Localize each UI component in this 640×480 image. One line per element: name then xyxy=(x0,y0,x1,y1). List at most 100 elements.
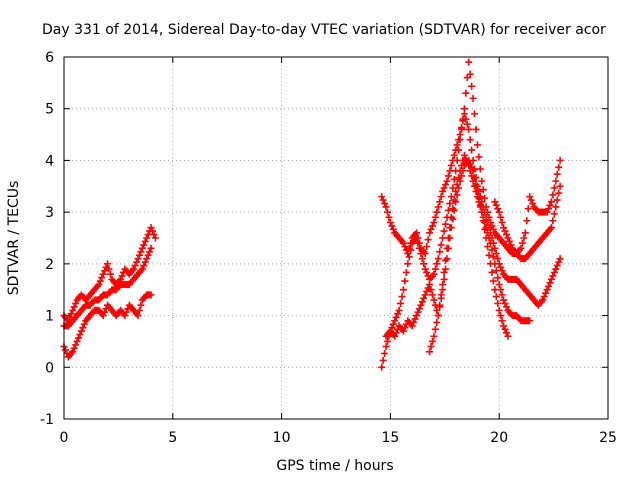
data-point xyxy=(415,244,423,252)
data-point xyxy=(394,310,402,318)
data-point xyxy=(547,224,555,232)
data-point xyxy=(433,318,441,326)
data-point xyxy=(397,300,405,308)
data-point xyxy=(399,239,407,247)
data-point xyxy=(555,258,563,266)
data-point xyxy=(75,334,83,342)
data-point xyxy=(73,337,81,345)
data-point xyxy=(96,277,104,285)
data-point xyxy=(472,125,480,133)
data-point xyxy=(523,217,531,225)
data-point xyxy=(492,201,500,209)
data-point xyxy=(140,241,148,249)
data-point xyxy=(122,308,130,316)
data-point xyxy=(427,343,435,351)
data-point xyxy=(502,329,510,337)
data-point xyxy=(465,125,473,133)
data-point xyxy=(401,324,409,332)
data-point xyxy=(556,255,564,263)
data-point xyxy=(410,318,418,326)
data-point xyxy=(99,270,107,278)
data-point xyxy=(383,208,391,216)
data-point xyxy=(69,348,77,356)
data-point xyxy=(423,268,431,276)
data-point xyxy=(455,184,463,192)
data-point xyxy=(543,208,551,216)
data-point xyxy=(547,275,555,283)
data-point xyxy=(138,265,146,273)
data-point xyxy=(550,268,558,276)
data-point xyxy=(147,244,155,252)
data-point xyxy=(494,255,502,263)
data-point xyxy=(450,206,458,214)
data-point xyxy=(437,193,445,201)
data-point xyxy=(99,312,107,320)
data-point xyxy=(428,337,436,345)
data-point xyxy=(379,196,387,204)
data-point xyxy=(553,262,561,270)
data-point xyxy=(104,260,112,268)
data-point xyxy=(469,167,477,175)
data-point xyxy=(440,227,448,235)
data-point xyxy=(402,268,410,276)
data-point xyxy=(479,186,487,194)
data-point xyxy=(418,255,426,263)
data-point xyxy=(505,237,513,245)
data-point xyxy=(473,187,481,195)
data-point xyxy=(460,151,468,159)
data-point xyxy=(552,265,560,273)
data-point xyxy=(473,141,481,149)
data-point xyxy=(389,320,397,328)
data-point xyxy=(498,317,506,325)
axis-ticks: 0 5 10 15 20 25 -1 0 1 2 3 4 5 6 xyxy=(40,50,617,446)
data-point xyxy=(440,184,448,192)
y-tick-label: 5 xyxy=(45,102,54,118)
data-point xyxy=(141,258,149,266)
data-point xyxy=(421,291,429,299)
data-point xyxy=(450,175,458,183)
data-point xyxy=(146,248,154,256)
data-point xyxy=(497,312,505,320)
data-point xyxy=(388,222,396,230)
data-point xyxy=(420,294,428,302)
data-point xyxy=(130,265,138,273)
data-point xyxy=(542,289,550,297)
data-point xyxy=(430,270,438,278)
data-point xyxy=(472,181,480,189)
data-point xyxy=(543,286,551,294)
data-point xyxy=(507,241,515,249)
data-point xyxy=(553,196,561,204)
data-point xyxy=(391,317,399,325)
data-point xyxy=(417,250,425,258)
data-point xyxy=(465,156,473,164)
data-point xyxy=(399,327,407,335)
data-point xyxy=(497,263,505,271)
data-point xyxy=(491,198,499,206)
data-point xyxy=(492,293,500,301)
x-axis-title: GPS time / hours xyxy=(276,458,393,474)
data-point xyxy=(69,306,77,314)
data-point xyxy=(547,198,555,206)
data-point xyxy=(486,260,494,268)
data-point xyxy=(437,241,445,249)
data-point xyxy=(494,205,502,213)
data-point xyxy=(437,294,445,302)
data-point xyxy=(143,255,151,263)
data-point xyxy=(80,320,88,328)
data-point xyxy=(431,325,439,333)
data-point xyxy=(442,220,450,228)
data-point xyxy=(433,260,441,268)
data-point xyxy=(553,170,561,178)
data-point xyxy=(466,70,474,78)
data-point xyxy=(434,312,442,320)
data-point xyxy=(443,255,451,263)
data-point xyxy=(466,136,474,144)
data-point xyxy=(381,200,389,208)
data-point xyxy=(497,213,505,221)
data-point xyxy=(446,234,454,242)
data-point xyxy=(478,208,486,216)
data-point xyxy=(500,296,508,304)
data-point xyxy=(479,217,487,225)
